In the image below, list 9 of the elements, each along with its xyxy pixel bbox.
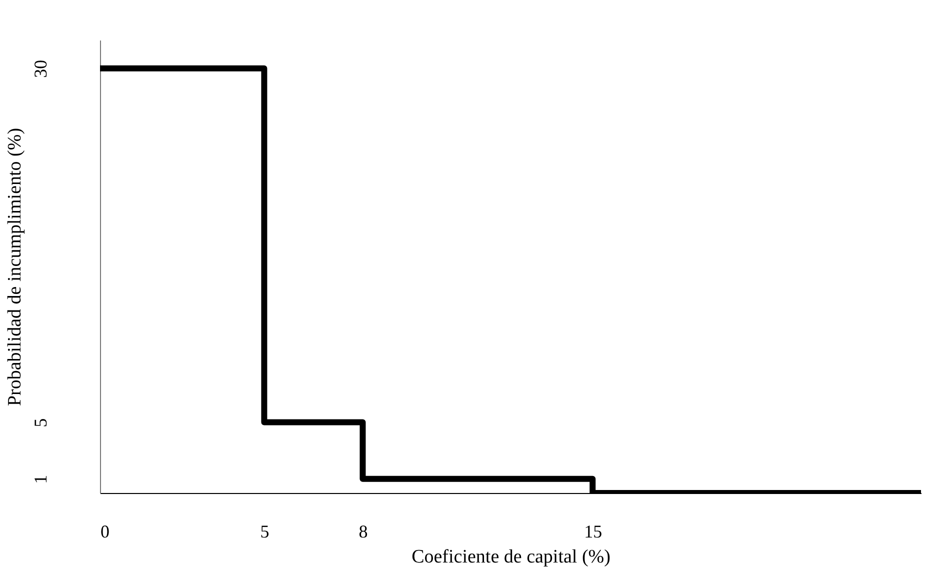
x-axis-title: Coeficiente de capital (%) xyxy=(412,546,610,568)
x-tick-label: 0 xyxy=(100,522,110,542)
x-tick-label: 15 xyxy=(584,522,602,542)
y-tick-label: 1 xyxy=(30,474,50,484)
x-tick-label: 5 xyxy=(260,522,270,542)
y-tick-label: 5 xyxy=(30,418,50,428)
y-tick-label: 30 xyxy=(30,60,50,78)
x-tick-label: 8 xyxy=(358,522,368,542)
y-axis-title: Probabilidad de incumplimiento (%) xyxy=(4,128,26,406)
